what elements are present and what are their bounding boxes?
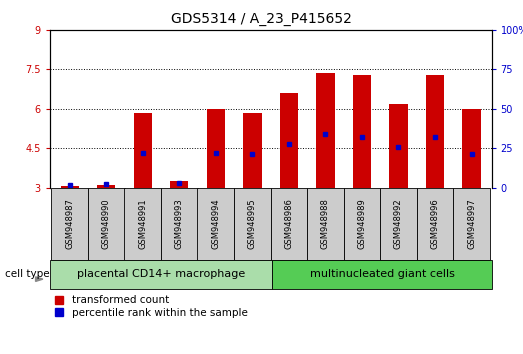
Bar bbox=[272, 260, 492, 289]
Text: GSM948992: GSM948992 bbox=[394, 199, 403, 249]
Bar bbox=[88, 188, 124, 260]
Text: cell type: cell type bbox=[5, 269, 50, 279]
Legend: transformed count, percentile rank within the sample: transformed count, percentile rank withi… bbox=[55, 296, 247, 318]
Bar bbox=[453, 188, 490, 260]
Text: multinucleated giant cells: multinucleated giant cells bbox=[310, 269, 454, 279]
Text: GSM948995: GSM948995 bbox=[248, 199, 257, 249]
Bar bbox=[353, 75, 371, 188]
Bar bbox=[161, 188, 198, 260]
Bar bbox=[234, 188, 271, 260]
Bar bbox=[270, 188, 308, 260]
Text: GSM948993: GSM948993 bbox=[175, 199, 184, 249]
Bar bbox=[417, 188, 453, 260]
Bar bbox=[426, 75, 444, 188]
Bar bbox=[280, 93, 298, 188]
Bar bbox=[307, 188, 344, 260]
Text: GSM948988: GSM948988 bbox=[321, 199, 330, 249]
Text: GSM948991: GSM948991 bbox=[138, 199, 147, 249]
Bar bbox=[243, 113, 262, 188]
Bar bbox=[344, 188, 380, 260]
Bar bbox=[462, 109, 481, 188]
Bar bbox=[207, 109, 225, 188]
Bar bbox=[170, 181, 188, 188]
Bar bbox=[389, 104, 407, 188]
Text: GSM948986: GSM948986 bbox=[285, 199, 293, 249]
Bar bbox=[124, 188, 161, 260]
Bar bbox=[51, 188, 88, 260]
Text: GSM948989: GSM948989 bbox=[357, 199, 367, 249]
Text: GSM948996: GSM948996 bbox=[430, 199, 439, 249]
Bar bbox=[97, 185, 116, 188]
Bar bbox=[380, 188, 417, 260]
Text: GSM948990: GSM948990 bbox=[102, 199, 111, 249]
Text: GSM948987: GSM948987 bbox=[65, 199, 74, 249]
Text: GSM948997: GSM948997 bbox=[467, 199, 476, 249]
Text: placental CD14+ macrophage: placental CD14+ macrophage bbox=[77, 269, 245, 279]
Text: GSM948994: GSM948994 bbox=[211, 199, 220, 249]
Bar bbox=[50, 260, 272, 289]
Polygon shape bbox=[36, 277, 43, 281]
Bar bbox=[198, 188, 234, 260]
Title: GDS5314 / A_23_P415652: GDS5314 / A_23_P415652 bbox=[172, 12, 353, 26]
Bar bbox=[316, 73, 335, 188]
Bar bbox=[134, 113, 152, 188]
Bar bbox=[61, 186, 79, 188]
